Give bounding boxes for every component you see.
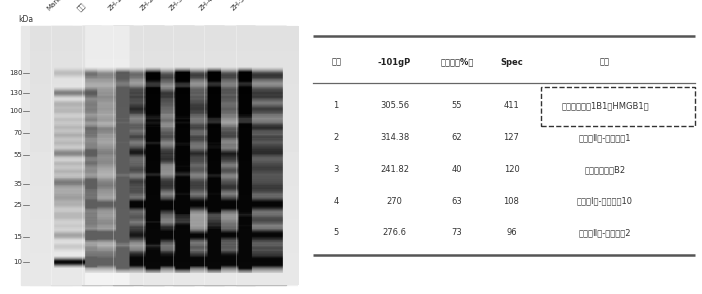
Text: 70: 70 — [13, 130, 22, 136]
Text: ZH-5: ZH-5 — [230, 0, 246, 12]
Text: -101gP: -101gP — [378, 58, 411, 67]
Text: 241.82: 241.82 — [380, 165, 409, 174]
Text: 角蛋白Ⅱ型-细胞骨杧2: 角蛋白Ⅱ型-细胞骨杧2 — [578, 228, 631, 238]
Text: 1: 1 — [333, 101, 339, 111]
Text: 5: 5 — [333, 228, 339, 238]
Text: Marker: Marker — [46, 0, 67, 12]
Text: 蛋白: 蛋白 — [600, 58, 610, 67]
Text: 276.6: 276.6 — [383, 228, 406, 238]
Text: 对照: 对照 — [76, 1, 87, 12]
Text: ZH-2: ZH-2 — [139, 0, 155, 12]
Bar — [21, 26, 72, 285]
Text: kDa: kDa — [18, 15, 33, 24]
Bar — [51, 26, 101, 285]
Text: 127: 127 — [503, 133, 519, 142]
Text: 35: 35 — [13, 181, 22, 186]
Bar — [236, 26, 286, 285]
Text: ZH-1: ZH-1 — [107, 0, 124, 12]
Text: 314.38: 314.38 — [380, 133, 409, 142]
Text: 15: 15 — [13, 233, 22, 240]
Text: 305.56: 305.56 — [380, 101, 409, 111]
Text: 组别: 组别 — [331, 58, 341, 67]
Text: 55: 55 — [451, 101, 462, 111]
Text: 2: 2 — [333, 133, 339, 142]
Text: 覆盖率（%）: 覆盖率（%） — [440, 58, 474, 67]
Text: 高迁移族蛋白B2: 高迁移族蛋白B2 — [585, 165, 625, 174]
Text: 108: 108 — [503, 197, 519, 206]
Text: 180: 180 — [9, 70, 22, 76]
Text: 96: 96 — [506, 228, 517, 238]
Text: 73: 73 — [451, 228, 463, 238]
Bar — [29, 26, 298, 285]
Text: Spec: Spec — [500, 58, 523, 67]
Text: 角蛋白Ⅱ型-细胞骨杧1: 角蛋白Ⅱ型-细胞骨杧1 — [578, 133, 631, 142]
Text: 411: 411 — [503, 101, 519, 111]
Bar — [204, 26, 255, 285]
Bar — [82, 26, 133, 285]
Text: 62: 62 — [451, 133, 462, 142]
Bar — [173, 26, 224, 285]
Text: 3: 3 — [333, 165, 339, 174]
Text: ZH-3: ZH-3 — [168, 0, 185, 12]
Text: 55: 55 — [13, 151, 22, 158]
Text: 270: 270 — [387, 197, 402, 206]
Text: 40: 40 — [451, 165, 462, 174]
Text: 63: 63 — [451, 197, 463, 206]
Text: 120: 120 — [503, 165, 519, 174]
Text: 25: 25 — [13, 203, 22, 208]
Text: ZH-4: ZH-4 — [199, 0, 215, 12]
Bar — [541, 87, 694, 126]
Text: 100: 100 — [9, 108, 22, 114]
Bar — [143, 26, 194, 285]
Bar — [114, 26, 164, 285]
Bar — [85, 183, 130, 212]
Text: 角蛋白Ⅰ型-细胞骨枖10: 角蛋白Ⅰ型-细胞骨枖10 — [577, 197, 633, 206]
Text: 130: 130 — [9, 90, 22, 96]
Text: 10: 10 — [13, 259, 22, 265]
Text: 4: 4 — [333, 197, 339, 206]
Text: 高迁移族蛋白1B1（HMGB1）: 高迁移族蛋白1B1（HMGB1） — [561, 101, 649, 111]
